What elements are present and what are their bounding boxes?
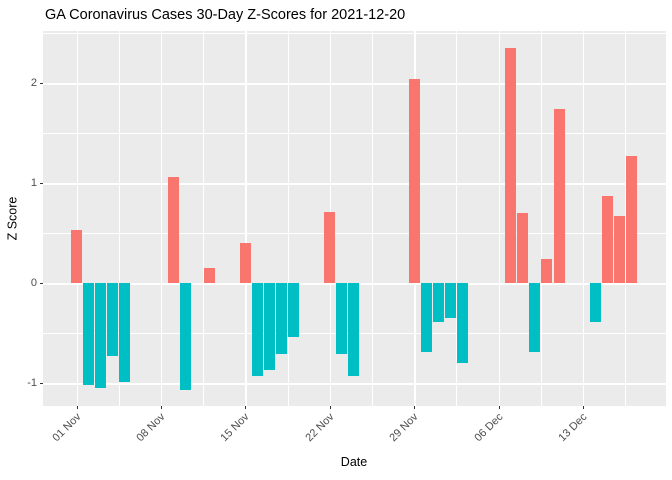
y-tick-mark	[40, 283, 43, 285]
bar	[625, 156, 637, 284]
bar	[432, 283, 444, 323]
bar	[288, 283, 300, 338]
x-tick-label: 08 Nov	[134, 411, 168, 445]
bar	[348, 283, 360, 377]
bar	[203, 268, 215, 284]
gridline-minor-v	[540, 30, 542, 406]
bar	[408, 79, 420, 284]
gridline-minor-v	[287, 30, 289, 406]
bar	[71, 230, 83, 284]
y-tick-label: -1	[27, 376, 37, 389]
gridline-minor-v	[625, 30, 626, 406]
gridline-major-v	[161, 30, 163, 406]
x-tick-mark	[329, 406, 331, 409]
gridline-major-v	[498, 30, 500, 406]
x-tick-mark	[414, 406, 416, 409]
bar	[457, 283, 469, 364]
y-tick-label: 0	[30, 276, 37, 289]
bar	[324, 212, 336, 284]
bar	[444, 283, 456, 319]
chart-title: GA Coronavirus Cases 30-Day Z-Scores for…	[45, 7, 406, 23]
bar	[252, 283, 263, 377]
bar	[239, 243, 251, 284]
x-axis-title: Date	[340, 455, 368, 469]
y-tick-label: 2	[30, 76, 37, 89]
y-tick-label: 1	[30, 176, 37, 189]
bar	[505, 48, 517, 284]
bar	[276, 283, 288, 355]
gridline-major-v	[76, 30, 78, 406]
x-tick-mark	[245, 406, 247, 409]
x-tick-label: 01 Nov	[49, 411, 84, 445]
bar	[517, 213, 529, 284]
bar	[420, 283, 432, 353]
x-tick-mark	[76, 406, 78, 409]
bar	[529, 283, 541, 353]
bar	[336, 283, 348, 355]
gridline-minor-h	[43, 233, 666, 234]
gridline-major-h	[43, 383, 666, 385]
y-tick-mark	[40, 383, 43, 385]
bar	[541, 259, 553, 284]
bar	[95, 283, 107, 389]
bar	[613, 216, 625, 284]
gridline-minor-v	[456, 30, 458, 406]
x-tick-mark	[583, 406, 585, 409]
gridline-minor-v	[118, 30, 120, 406]
gridline-minor-v	[372, 30, 373, 406]
gridline-minor-h	[43, 133, 666, 134]
bar	[601, 196, 613, 284]
bar	[589, 283, 601, 323]
y-tick-mark	[40, 83, 43, 85]
gridline-minor-h	[43, 33, 666, 34]
bar	[107, 283, 119, 357]
x-tick-mark	[498, 406, 500, 409]
gridline-major-v	[583, 30, 585, 406]
x-tick-label: 06 Dec	[472, 411, 506, 445]
x-tick-label: 15 Nov	[218, 411, 252, 445]
y-axis-title: Z Score	[5, 196, 20, 241]
bar	[264, 283, 276, 371]
y-tick-mark	[40, 183, 43, 185]
bar	[179, 283, 191, 391]
x-tick-mark	[161, 406, 163, 409]
bar	[167, 177, 179, 284]
gridline-major-h	[43, 183, 666, 185]
bar	[119, 283, 131, 383]
x-tick-label: 13 Dec	[556, 411, 590, 445]
bar	[553, 109, 565, 284]
gridline-minor-v	[203, 30, 204, 406]
gridline-major-h	[43, 83, 666, 85]
gridline-major-v	[245, 30, 247, 406]
plot-panel	[43, 30, 666, 406]
bar	[83, 283, 95, 386]
